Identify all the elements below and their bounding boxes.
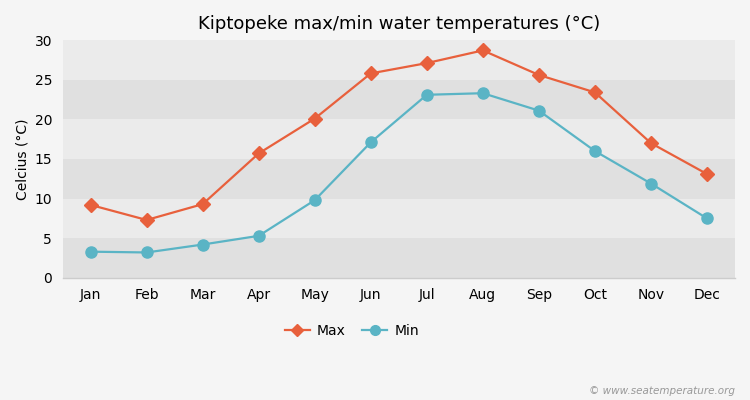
Min [86,249,95,254]
Max [422,61,431,66]
Min [142,250,152,255]
Max [478,48,488,53]
Min [422,92,431,97]
Title: Kiptopeke max/min water temperatures (°C): Kiptopeke max/min water temperatures (°C… [198,15,600,33]
Bar [62,198,735,238]
Max [366,71,375,76]
Max [535,72,544,77]
Max [646,141,656,146]
Bar [62,80,735,119]
Max [254,151,263,156]
Min [703,216,712,221]
Bar [62,119,735,159]
Max [86,202,95,207]
Max [590,90,599,95]
Bar [62,40,735,80]
Min [366,140,375,145]
Max [703,172,712,176]
Max [198,202,207,206]
Min [254,234,263,238]
Min [310,198,320,202]
Bar [62,159,735,198]
Legend: Max, Min: Max, Min [279,318,424,343]
Min [198,242,207,247]
Line: Max: Max [86,46,712,225]
Max [310,116,320,121]
Min [535,108,544,113]
Y-axis label: Celcius (°C): Celcius (°C) [15,118,29,200]
Line: Min: Min [85,88,712,258]
Min [646,181,656,186]
Min [590,149,599,154]
Bar [62,238,735,278]
Min [478,91,488,96]
Max [142,218,152,222]
Text: © www.seatemperature.org: © www.seatemperature.org [589,386,735,396]
